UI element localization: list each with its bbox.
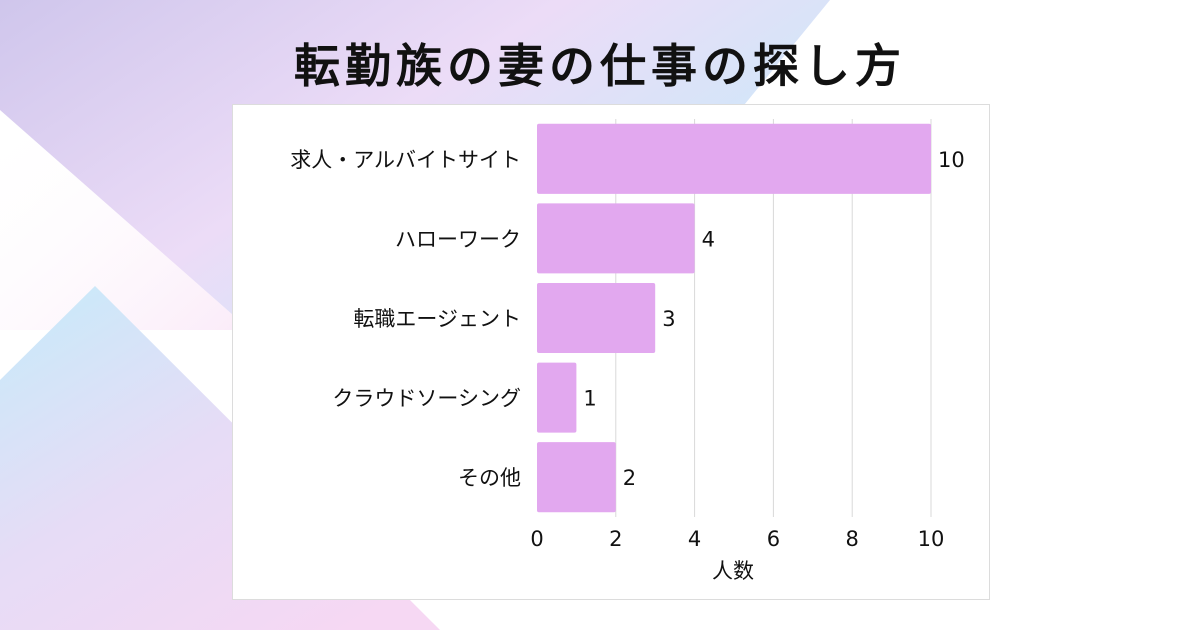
data-label: 1 bbox=[583, 387, 596, 411]
x-tick-label: 4 bbox=[688, 527, 701, 551]
data-label: 10 bbox=[938, 148, 965, 172]
x-tick-label: 8 bbox=[846, 527, 859, 551]
category-label: 転職エージェント bbox=[353, 307, 521, 331]
x-tick-label: 0 bbox=[530, 527, 543, 551]
category-label: ハローワーク bbox=[395, 227, 521, 251]
labels: 0 2 4 6 8 10 求人・アルバイトサイト 10 ハローワーク 4 転職エージェント 3 クラウド… bbox=[290, 148, 965, 551]
x-tick-label: 6 bbox=[767, 527, 780, 551]
bar bbox=[537, 203, 695, 274]
page-title: 転勤族の妻の仕事の探し方 bbox=[294, 39, 906, 93]
bar bbox=[537, 442, 616, 513]
x-tick-label: 2 bbox=[609, 527, 622, 551]
bar-chart: 0 2 4 6 8 10 求人・アルバイトサイト 10 ハローワーク 4 転職エージェント 3 クラウド… bbox=[290, 119, 965, 583]
bar bbox=[537, 123, 931, 194]
x-axis-title: 人数 bbox=[712, 559, 754, 583]
bg-mid-shape bbox=[0, 110, 250, 330]
category-label: 求人・アルバイトサイト bbox=[290, 148, 521, 172]
x-tick-label: 10 bbox=[918, 527, 945, 551]
bar bbox=[537, 362, 577, 433]
category-label: その他 bbox=[458, 466, 521, 490]
data-label: 4 bbox=[702, 227, 715, 251]
chart-panel: 0 2 4 6 8 10 求人・アルバイトサイト 10 ハローワーク 4 転職エージェント 3 クラウド… bbox=[232, 104, 990, 600]
data-label: 3 bbox=[662, 307, 675, 331]
bars bbox=[537, 123, 931, 513]
category-label: クラウドソーシング bbox=[332, 387, 521, 411]
data-label: 2 bbox=[623, 466, 636, 490]
bar bbox=[537, 282, 656, 354]
